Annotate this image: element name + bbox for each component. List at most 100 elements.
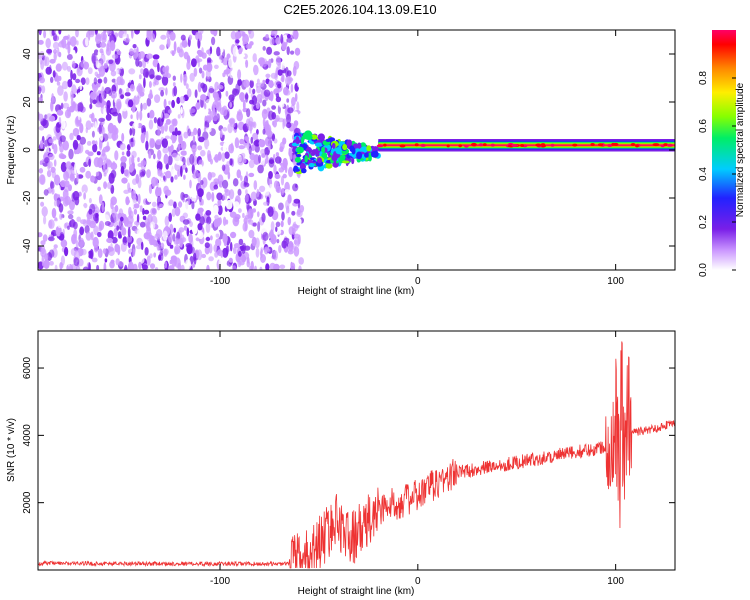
heatmap-cell [286,75,293,85]
heatmap-cell [217,84,224,90]
heatmap-cell [98,124,102,135]
heatmap-cell [293,168,300,172]
heatmap-cell [238,250,242,257]
heatmap-cell [46,48,53,54]
x-tick-label: -100 [210,576,230,587]
heatmap-cell [220,45,224,53]
heatmap-cell [290,83,294,93]
heatmap-cell [126,221,133,228]
heatmap-cell [237,78,243,87]
heatmap-cell [198,67,203,74]
heatmap-cell [97,248,103,258]
heatmap-cell [74,163,77,175]
heatmap-cell [238,238,244,246]
heatmap-cell [283,34,288,43]
heatmap-cell [286,37,293,43]
heatmap-cell [298,265,302,270]
snr-y-label: SNR (10 * v/v) [6,418,17,482]
heatmap-cell [57,85,64,96]
heatmap-cell [120,242,127,252]
heatmap-cell [210,30,215,35]
heatmap-cell [70,98,74,108]
heatmap-cell [590,143,595,146]
heatmap-cell [66,54,73,60]
heatmap-cell [128,68,136,75]
heatmap-cell [41,206,48,217]
heatmap-cell [61,61,68,71]
heatmap-cell [159,203,164,208]
heatmap-cell [92,99,97,105]
y-tick-label: 20 [22,96,33,108]
heatmap-cell [163,185,169,195]
heatmap-cell [38,86,42,95]
heatmap-cell [45,66,52,75]
spectrogram-x-label: Height of straight line (km) [298,286,415,297]
spectrogram-image [38,30,675,270]
heatmap-cell [339,154,346,160]
heatmap-cell [52,41,60,50]
heatmap-cell [99,133,104,141]
heatmap-cell [331,142,336,149]
heatmap-cell [288,166,294,178]
heatmap-cell [274,156,282,164]
heatmap-cell [186,60,191,70]
heatmap-cell [248,229,255,239]
heatmap-cell [83,202,88,209]
heatmap-cell [200,94,207,101]
heatmap-cell [294,237,300,247]
heatmap-cell [205,127,212,133]
heatmap-cell [105,113,112,121]
heatmap-cell [154,94,161,103]
heatmap-cell [666,143,674,147]
heatmap-cell [262,190,270,196]
heatmap-cell [258,154,261,164]
heatmap-cell [283,118,287,127]
heatmap-cell [301,168,307,174]
heatmap-cell [82,219,87,227]
heatmap-cell [145,140,149,151]
heatmap-cell [186,88,192,98]
snr-y-axis: 2000 4000 6000 [22,356,675,514]
heatmap-cell [53,193,58,202]
heatmap-cell [275,37,281,45]
heatmap-cell [294,156,301,163]
heatmap-cell [93,225,99,236]
heatmap-cell [134,30,140,35]
heatmap-cell [42,234,48,242]
heatmap-cell [224,151,230,159]
heatmap-cell [38,174,46,185]
heatmap-cell [155,75,162,81]
heatmap-cell [128,156,132,166]
heatmap-cell [101,86,105,98]
heatmap-cell [208,256,214,262]
heatmap-cell [269,183,274,195]
heatmap-cell [273,138,278,144]
heatmap-cell [248,172,255,178]
heatmap-cell [250,144,256,151]
heatmap-cell [158,216,164,225]
heatmap-cell [188,34,193,41]
heatmap-cell [238,30,245,37]
heatmap-cell [250,191,257,202]
heatmap-cell [173,201,177,209]
heatmap-cell [153,252,157,258]
heatmap-cell [124,37,131,43]
heatmap-cell [155,139,163,146]
heatmap-cell [125,196,130,206]
heatmap-cell [376,144,384,148]
heatmap-cell [157,62,160,73]
heatmap-cell [267,143,272,151]
heatmap-cell [286,98,290,103]
heatmap-cell [38,30,42,36]
heatmap-cell [62,197,69,207]
heatmap-cell [180,34,186,41]
heatmap-cell [110,243,113,251]
heatmap-cell [171,50,175,57]
heatmap-cell [56,109,64,116]
heatmap-cell [59,232,65,241]
heatmap-cell [116,76,123,86]
heatmap-cell [106,104,111,115]
heatmap-cell [247,120,254,131]
heatmap-cell [182,212,188,219]
